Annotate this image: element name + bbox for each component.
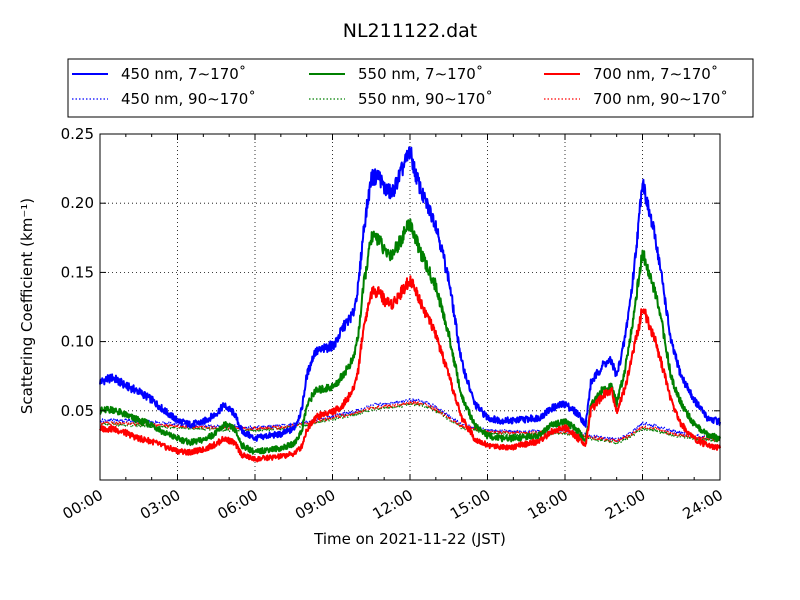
x-axis-label: Time on 2021-11-22 (JST) [313, 530, 506, 548]
chart-title: NL211122.dat [343, 20, 478, 42]
x-tick-label: 09:00 [292, 486, 338, 523]
legend-label: 550 nm, 90∼170˚ [358, 90, 493, 108]
legend-label: 450 nm, 7∼170˚ [121, 65, 246, 83]
x-tick-label: 24:00 [680, 486, 726, 523]
series-line-0 [99, 146, 721, 442]
legend: 450 nm, 7∼170˚ 550 nm, 7∼170˚ 700 nm, 7∼17… [67, 58, 754, 118]
legend-label: 450 nm, 90∼170˚ [121, 90, 256, 108]
y-tick-label: 0.20 [61, 194, 94, 212]
x-tick-label: 15:00 [447, 486, 493, 523]
series-line-1 [99, 218, 721, 455]
legend-box [67, 58, 754, 118]
x-tick-label: 21:00 [602, 486, 648, 523]
x-tick-label: 06:00 [215, 486, 261, 523]
y-tick-label: 0.25 [61, 125, 94, 143]
x-tick-label: 00:00 [60, 486, 106, 523]
series-line-3 [99, 397, 721, 442]
y-tick-label: 0.15 [61, 263, 94, 281]
legend-label: 550 nm, 7∼170˚ [358, 65, 483, 83]
plot-lines [99, 146, 721, 463]
x-tick-label: 03:00 [137, 486, 183, 523]
series-line-5 [99, 400, 721, 444]
legend-label: 700 nm, 90∼170˚ [593, 90, 728, 108]
y-tick-label: 0.05 [61, 402, 94, 420]
y-axis-label: Scattering Coefficient (km⁻¹) [18, 198, 36, 414]
x-tick-label: 12:00 [370, 486, 416, 523]
x-tick-label: 18:00 [525, 486, 571, 523]
y-tick-label: 0.10 [61, 333, 94, 351]
series-line-2 [99, 275, 721, 463]
legend-label: 700 nm, 7∼170˚ [593, 65, 718, 83]
